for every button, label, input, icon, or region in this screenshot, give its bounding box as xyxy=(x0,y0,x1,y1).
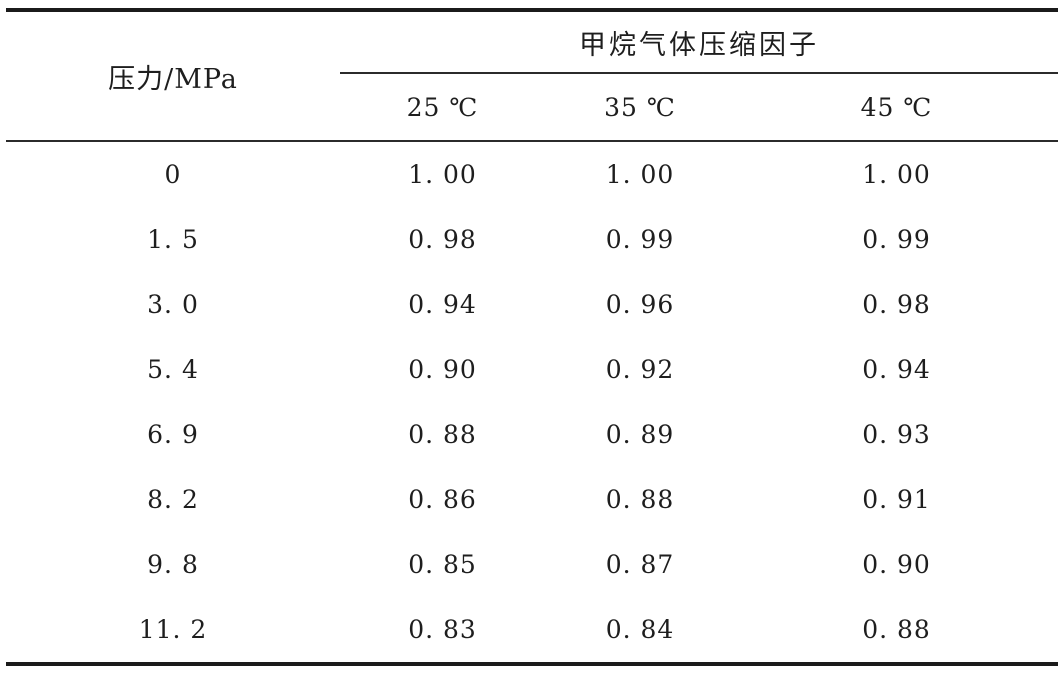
factor-45c: 0. 88 xyxy=(862,615,931,644)
factor-35c: 0. 89 xyxy=(605,420,675,449)
pressure-value: 3. 0 xyxy=(147,290,199,319)
table-row: 5. 4 0. 90 0. 92 0. 94 xyxy=(6,337,1058,402)
header-row-span: 压力/MPa 甲烷气体压缩因子 xyxy=(6,10,1058,142)
factor-25c: 1. 00 xyxy=(408,160,477,189)
pressure-column-header: 压力/MPa xyxy=(6,10,340,142)
pressure-value: 9. 8 xyxy=(147,550,199,579)
temp-header-45c: 45 ℃ xyxy=(735,73,1058,142)
span-column-header: 甲烷气体压缩因子 xyxy=(340,10,1058,74)
table-row: 3. 0 0. 94 0. 96 0. 98 xyxy=(6,272,1058,337)
factor-45c: 1. 00 xyxy=(862,160,931,189)
factor-45c: 0. 99 xyxy=(862,225,931,254)
factor-35c: 0. 99 xyxy=(605,225,675,254)
factor-25c: 0. 86 xyxy=(408,485,477,514)
pressure-value: 6. 9 xyxy=(147,420,199,449)
table-row: 11. 2 0. 83 0. 84 0. 88 xyxy=(6,597,1058,664)
table-row: 6. 9 0. 88 0. 89 0. 93 xyxy=(6,402,1058,467)
pressure-value: 5. 4 xyxy=(147,355,199,384)
header-row-temps: 25 ℃ 35 ℃ 45 ℃ xyxy=(6,73,1058,142)
pressure-value: 1. 5 xyxy=(147,225,199,254)
factor-25c: 0. 90 xyxy=(408,355,477,384)
factor-35c: 0. 92 xyxy=(605,355,675,384)
pressure-value: 0 xyxy=(164,160,182,189)
factor-35c: 0. 84 xyxy=(605,615,675,644)
pressure-value: 8. 2 xyxy=(147,485,199,514)
factor-45c: 0. 94 xyxy=(862,355,931,384)
factor-25c: 0. 83 xyxy=(408,615,477,644)
table-row: 8. 2 0. 86 0. 88 0. 91 xyxy=(6,467,1058,532)
table-row: 0 1. 00 1. 00 1. 00 xyxy=(6,141,1058,207)
factor-35c: 0. 96 xyxy=(605,290,675,319)
compression-factor-table: 压力/MPa 甲烷气体压缩因子 25 ℃ 35 ℃ 45 ℃ 0 1. 00 1… xyxy=(6,8,1058,666)
factor-45c: 0. 91 xyxy=(862,485,931,514)
table-header: 压力/MPa 甲烷气体压缩因子 25 ℃ 35 ℃ 45 ℃ xyxy=(6,10,1058,142)
factor-25c: 0. 88 xyxy=(408,420,477,449)
table-row: 9. 8 0. 85 0. 87 0. 90 xyxy=(6,532,1058,597)
table-row: 1. 5 0. 98 0. 99 0. 99 xyxy=(6,207,1058,272)
factor-45c: 0. 98 xyxy=(862,290,931,319)
temp-header-35c: 35 ℃ xyxy=(545,73,735,142)
factor-45c: 0. 90 xyxy=(862,550,931,579)
factor-25c: 0. 85 xyxy=(408,550,477,579)
pressure-value: 11. 2 xyxy=(138,615,208,644)
factor-35c: 0. 88 xyxy=(605,485,675,514)
factor-45c: 0. 93 xyxy=(862,420,931,449)
factor-25c: 0. 94 xyxy=(408,290,477,319)
table-body: 0 1. 00 1. 00 1. 00 1. 5 0. 98 0. 99 0. … xyxy=(6,141,1058,664)
factor-25c: 0. 98 xyxy=(408,225,477,254)
factor-35c: 1. 00 xyxy=(605,160,675,189)
temp-header-25c: 25 ℃ xyxy=(340,73,545,142)
factor-35c: 0. 87 xyxy=(605,550,675,579)
